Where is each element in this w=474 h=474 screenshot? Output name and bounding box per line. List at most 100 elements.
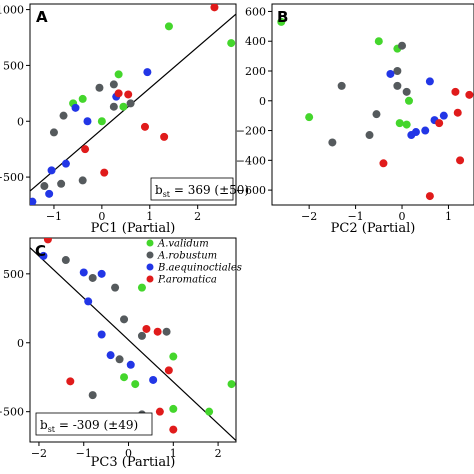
data-point xyxy=(83,117,92,126)
y-tick-label: 400 xyxy=(245,35,266,48)
x-tick-label: 0 xyxy=(98,210,105,223)
data-point xyxy=(453,108,462,117)
data-point xyxy=(120,315,129,324)
data-point xyxy=(386,69,395,78)
data-point xyxy=(100,168,109,177)
data-point xyxy=(149,375,158,384)
data-point xyxy=(328,138,337,147)
data-point xyxy=(119,102,128,111)
stat-annotation-box xyxy=(35,412,153,436)
data-point xyxy=(153,327,162,336)
data-point xyxy=(402,120,411,129)
data-point xyxy=(404,96,413,105)
data-point xyxy=(49,128,58,137)
stat-annotation: bst = -309 (±49) xyxy=(40,418,138,434)
x-axis-title: PC1 (Partial) xyxy=(91,221,176,236)
legend-marker xyxy=(146,239,154,247)
data-point xyxy=(164,366,173,375)
legend-label: B.aequinoctiales xyxy=(157,263,242,274)
data-point xyxy=(114,70,123,79)
legend-marker xyxy=(146,263,154,271)
data-point xyxy=(61,256,70,265)
legend: A.validumA.robustumB.aequinoctialesP.aro… xyxy=(146,239,242,286)
data-point xyxy=(137,283,146,292)
data-point xyxy=(43,238,52,244)
x-tick-label: 0 xyxy=(399,210,406,223)
data-point xyxy=(456,156,465,165)
data-point xyxy=(88,391,97,400)
data-point xyxy=(227,380,236,389)
data-point xyxy=(407,131,416,140)
data-point xyxy=(97,117,106,126)
x-tick-label: 2 xyxy=(194,210,201,223)
data-point xyxy=(40,182,49,191)
x-tick-label: −2 xyxy=(31,447,47,460)
stat-annotation-sub: st xyxy=(48,425,56,434)
data-point xyxy=(169,352,178,361)
data-point xyxy=(79,268,88,277)
data-point xyxy=(372,110,381,119)
panel-b: −2 −1 0 1 −600 −400 −200 0 200 400 600 PC2 (Partial… xyxy=(236,3,474,236)
data-point xyxy=(143,68,152,77)
data-point xyxy=(109,80,118,89)
y-tick-label: 0 xyxy=(259,95,266,108)
data-point xyxy=(365,131,374,140)
data-point xyxy=(425,77,434,86)
y-tick-label: 0 xyxy=(17,337,24,350)
data-point xyxy=(106,351,115,360)
data-point xyxy=(131,380,140,389)
data-point xyxy=(126,360,135,369)
data-point xyxy=(379,159,388,168)
data-point xyxy=(451,87,460,96)
data-point xyxy=(305,113,314,122)
stat-annotation-value: = 369 (±50) xyxy=(170,183,249,197)
legend-label: P.aromatica xyxy=(157,275,217,286)
panel-letter: B xyxy=(277,8,288,26)
data-point xyxy=(155,407,164,416)
data-point xyxy=(45,189,54,198)
data-point xyxy=(88,273,97,282)
data-point xyxy=(162,327,171,336)
plot-area xyxy=(277,17,474,201)
data-point xyxy=(126,99,135,108)
data-point xyxy=(421,126,430,135)
data-point xyxy=(164,22,173,31)
data-point xyxy=(114,89,123,98)
data-point xyxy=(30,197,37,205)
data-point xyxy=(465,90,474,99)
x-tick-label: −1 xyxy=(347,210,363,223)
data-point xyxy=(81,145,90,154)
y-tick-label: 200 xyxy=(245,65,266,78)
data-point xyxy=(97,269,106,278)
legend-label: A.robustum xyxy=(157,251,217,262)
data-point xyxy=(277,17,286,26)
stat-annotation-sub: st xyxy=(163,190,171,199)
x-tick-label: 1 xyxy=(146,210,153,223)
data-point xyxy=(39,251,48,260)
data-point xyxy=(205,407,214,416)
data-point xyxy=(169,404,178,413)
x-tick-label: 2 xyxy=(215,447,222,460)
x-axis-title: PC2 (Partial) xyxy=(331,221,416,236)
plot-area xyxy=(30,4,236,205)
x-tick-label: 1 xyxy=(445,210,452,223)
legend-marker xyxy=(146,251,154,259)
data-point xyxy=(115,355,124,364)
y-tick-label: −500 xyxy=(0,171,24,184)
data-point xyxy=(160,132,169,141)
y-tick-label: −600 xyxy=(236,184,266,197)
x-tick-label: −1 xyxy=(46,210,62,223)
x-tick-label: 0 xyxy=(125,447,132,460)
plot-frame-a xyxy=(29,3,237,206)
data-point xyxy=(425,192,434,201)
y-tick-label: −200 xyxy=(236,125,266,138)
data-point xyxy=(435,119,444,128)
x-tick-label: 1 xyxy=(170,447,177,460)
x-tick-label: −1 xyxy=(76,447,92,460)
data-point xyxy=(142,324,151,333)
data-point xyxy=(78,94,87,103)
data-point xyxy=(337,81,346,90)
data-point xyxy=(137,331,146,340)
